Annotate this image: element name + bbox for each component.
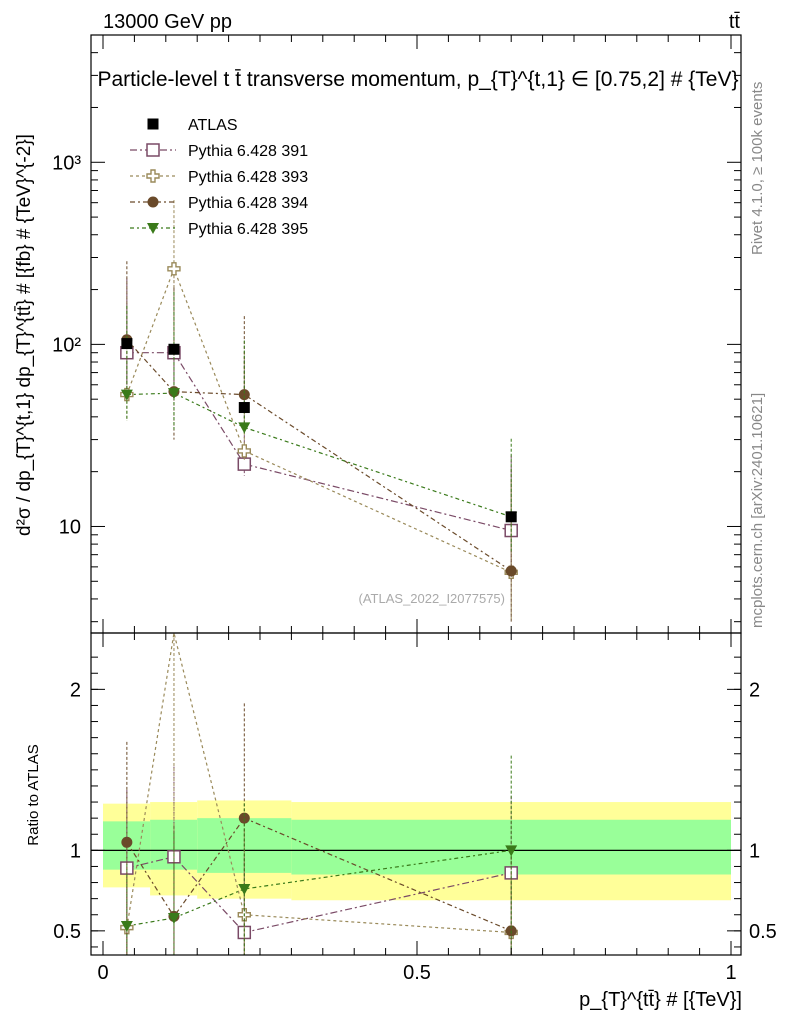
ratio-y-tick-label: 2 bbox=[70, 679, 81, 701]
legend-marker bbox=[147, 196, 159, 208]
y-axis-label-main: d²σ / dp_{T}^{t,1} dp_{T}^{tt̄} # [{fb} … bbox=[14, 134, 35, 536]
x-tick-label: 0 bbox=[97, 962, 108, 984]
legend-label: Pythia 6.428 393 bbox=[188, 169, 308, 186]
x-axis-label: p_{T}^{tt̄} # [{TeV}] bbox=[579, 989, 742, 1011]
axes: 10 10² 10³ 0.5 0.5 1 1 2 2 0 0.5 1 bbox=[52, 34, 777, 984]
series-point-2 bbox=[167, 262, 181, 276]
ratio-line-2 bbox=[126, 632, 512, 934]
legend-label: Pythia 6.428 395 bbox=[188, 221, 308, 238]
ratio-y-tick-label-right: 1 bbox=[749, 840, 760, 862]
ratio-point-4 bbox=[505, 845, 518, 857]
main-y-tick-label: 10² bbox=[52, 334, 81, 356]
legend: ATLAS Pythia 6.428 391 Pythia 6.428 393 Pyt… bbox=[130, 117, 308, 238]
legend-marker bbox=[146, 143, 160, 157]
main-y-tick-label: 10³ bbox=[52, 152, 81, 174]
series-line-2 bbox=[126, 267, 512, 573]
ratio-frame bbox=[90, 632, 742, 956]
series-point-4 bbox=[120, 389, 133, 401]
ratio-line-1 bbox=[126, 856, 512, 934]
main-plot-marks bbox=[120, 200, 518, 622]
legend-marker bbox=[147, 223, 159, 234]
series-point-1 bbox=[237, 457, 252, 471]
ratio-plot-marks bbox=[120, 632, 518, 955]
analysis-label: (ATLAS_2022_I2077575) bbox=[359, 591, 505, 606]
plot-title: Particle-level t t̄ transverse momentum,… bbox=[98, 68, 739, 91]
legend-label: ATLAS bbox=[188, 117, 238, 134]
ratio-point-4 bbox=[120, 921, 133, 933]
ratio-y-tick-label-right: 0.5 bbox=[749, 921, 777, 943]
rivet-label: Rivet 4.1.0, ≥ 100k events bbox=[749, 82, 766, 255]
y-axis-label-ratio: Ratio to ATLAS bbox=[25, 744, 42, 845]
header-process: tt̄ bbox=[729, 11, 741, 33]
series-point-4 bbox=[238, 422, 251, 434]
atlas-data-point bbox=[121, 338, 133, 350]
ratio-uncertainty-bands bbox=[91, 800, 741, 901]
ratio-point-4 bbox=[167, 912, 180, 924]
legend-marker bbox=[147, 118, 159, 130]
series-line-4 bbox=[126, 392, 512, 518]
ratio-line-3 bbox=[126, 817, 512, 932]
atlas-data-point bbox=[238, 402, 250, 414]
legend-label: Pythia 6.428 394 bbox=[188, 195, 308, 212]
ratio-y-tick-label: 1 bbox=[70, 840, 81, 862]
ratio-point-4 bbox=[238, 883, 251, 895]
series-point-3 bbox=[505, 565, 517, 577]
ratio-line-4 bbox=[126, 849, 512, 927]
series-line-3 bbox=[126, 339, 512, 572]
source-url: mcplots.cern.ch [arXiv:2401.10621] bbox=[749, 393, 766, 628]
x-tick-label: 0.5 bbox=[403, 962, 431, 984]
legend-label: Pythia 6.428 391 bbox=[188, 143, 308, 160]
ratio-point-3 bbox=[121, 836, 133, 848]
series-point-4 bbox=[167, 388, 180, 400]
ratio-point-3 bbox=[238, 812, 250, 824]
header-energy: 13000 GeV pp bbox=[103, 11, 232, 33]
x-tick-label: 1 bbox=[725, 962, 736, 984]
ratio-y-tick-label: 0.5 bbox=[53, 921, 81, 943]
legend-marker bbox=[146, 169, 160, 183]
series-line-1 bbox=[126, 352, 512, 532]
series-point-3 bbox=[238, 389, 250, 401]
series-point-2 bbox=[237, 444, 251, 458]
atlas-data-point bbox=[505, 511, 517, 523]
atlas-data-point bbox=[168, 343, 180, 355]
main-y-tick-label: 10 bbox=[59, 516, 81, 538]
ratio-y-tick-label-right: 2 bbox=[749, 679, 760, 701]
